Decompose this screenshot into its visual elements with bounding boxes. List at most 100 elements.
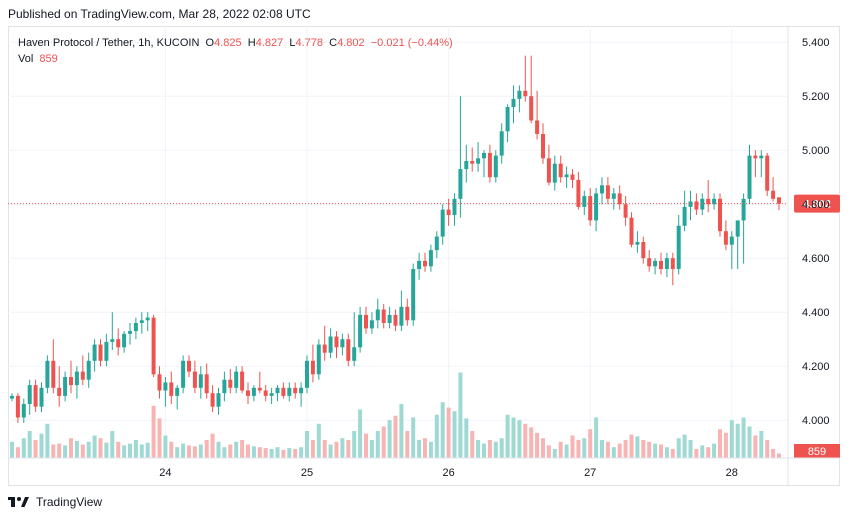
candle-body — [546, 158, 551, 183]
volume-bar — [629, 434, 634, 458]
volume-bar — [228, 444, 233, 458]
candle-body — [700, 198, 705, 210]
candle-body — [617, 193, 622, 205]
candle-body — [287, 387, 292, 396]
volume-bar — [771, 449, 776, 458]
volume-bar — [128, 443, 132, 458]
volume-bar — [275, 447, 280, 458]
candle-body — [216, 393, 221, 407]
candle-body — [122, 333, 127, 348]
volume-bar — [216, 441, 221, 458]
candle-body — [334, 336, 339, 348]
published-caption: Published on TradingView.com, Mar 28, 20… — [8, 7, 311, 21]
price-tick-label: 5.200 — [802, 91, 830, 103]
volume-bar — [198, 444, 203, 458]
candle-body — [145, 317, 150, 321]
candle-body — [139, 320, 144, 323]
candle-body — [210, 393, 215, 407]
price-tick-label: 5.000 — [802, 145, 830, 157]
candle-body — [712, 198, 717, 205]
volume-bar — [529, 427, 534, 458]
candle-body — [541, 134, 545, 159]
volume-bar — [57, 443, 62, 458]
volume-bar — [157, 418, 162, 458]
candle-body — [588, 196, 593, 221]
candle-body — [346, 339, 351, 361]
candle-body — [605, 185, 610, 199]
volume-bar — [735, 423, 740, 458]
candles — [10, 55, 781, 423]
volume-bar — [759, 431, 764, 458]
candle-body — [74, 371, 79, 386]
volume-bar — [446, 407, 451, 458]
volume-bar — [594, 417, 599, 458]
candle-body — [777, 197, 781, 204]
candle-body — [228, 379, 233, 388]
volume-bar — [69, 438, 73, 458]
volume-bar — [411, 417, 416, 458]
candle-body — [222, 379, 227, 394]
legend-ohlc-row: Haven Protocol / Tether, 1h, KUCOIN O4.8… — [18, 35, 453, 51]
volume-bar — [464, 418, 469, 458]
candle-body — [10, 395, 14, 399]
candle-body — [45, 360, 50, 388]
volume-bar — [15, 447, 20, 458]
candle-body — [110, 339, 115, 342]
candle-body — [600, 185, 604, 194]
price-tick-label: 4.600 — [802, 253, 830, 265]
volume-bar — [169, 441, 174, 458]
candle-body — [86, 360, 91, 380]
volume-bar — [364, 433, 368, 458]
candle-body — [664, 258, 669, 269]
volume-bar — [582, 438, 587, 458]
volume-bar — [116, 441, 121, 458]
volume-bar — [204, 440, 209, 458]
tradingview-brand: TradingView — [36, 495, 103, 509]
candle-body — [192, 371, 197, 388]
volume-bar — [110, 431, 115, 458]
volume-bar — [399, 404, 404, 458]
volume-bar — [505, 414, 510, 458]
time-axis: 24 25 26 27 28 — [8, 457, 840, 479]
candle-body — [511, 98, 516, 107]
volume-bar — [682, 434, 687, 458]
volume-bar — [175, 447, 180, 458]
candle-body — [723, 231, 728, 245]
candle-body — [246, 390, 250, 396]
volume-bar — [700, 445, 705, 458]
candle-body — [706, 198, 711, 205]
volume-bar — [694, 449, 699, 458]
candle-body — [187, 360, 191, 372]
time-tick-label: 27 — [584, 467, 596, 479]
candle-body — [33, 385, 38, 407]
candle-body — [275, 387, 280, 394]
candle-body — [694, 201, 699, 210]
volume-bar — [263, 448, 268, 458]
volume-bar — [310, 440, 315, 458]
volume-bar — [210, 433, 215, 458]
candle-body — [759, 155, 764, 159]
legend-close-label: C — [329, 37, 338, 49]
volume-bar — [541, 438, 545, 458]
candle-body — [316, 344, 321, 375]
price-tick-label: 4.000 — [802, 415, 830, 427]
candle-body — [411, 269, 416, 321]
candle-body — [299, 387, 304, 394]
volume-bar — [452, 411, 457, 458]
candle-body — [452, 198, 457, 215]
volume-bar — [688, 440, 693, 458]
candle-body — [310, 360, 315, 375]
candle-body — [204, 374, 209, 394]
candle-body — [63, 377, 68, 396]
volume-bar — [423, 438, 427, 458]
candle-body — [523, 90, 528, 97]
volume-bar — [393, 415, 398, 458]
candle-body — [629, 217, 634, 245]
volume-bar — [151, 405, 156, 458]
candle-body — [322, 344, 327, 353]
volume-bar — [647, 441, 652, 458]
time-tick-label: 24 — [159, 467, 171, 479]
last-price-badge — [794, 194, 840, 213]
candle-body — [157, 374, 162, 391]
